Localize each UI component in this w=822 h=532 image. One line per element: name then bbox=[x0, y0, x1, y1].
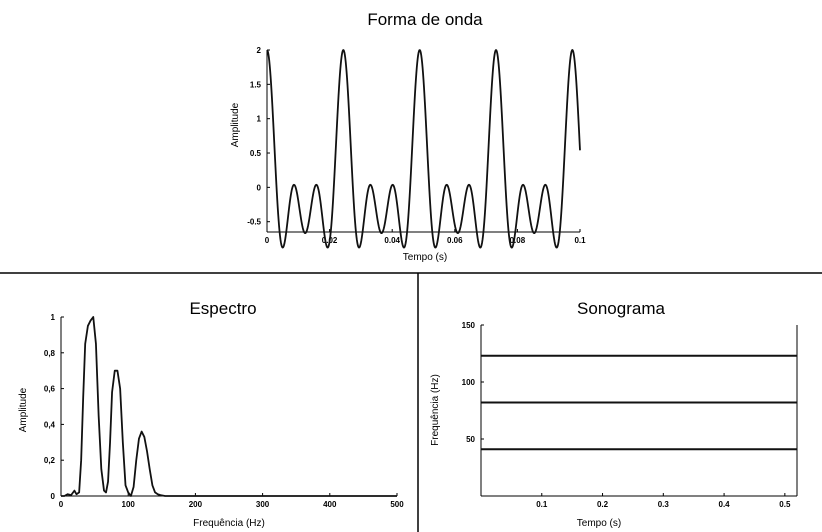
waveform-line bbox=[266, 49, 581, 249]
spectrum-title: Espectro bbox=[189, 299, 256, 318]
spectrum-xtick-label: 100 bbox=[122, 500, 136, 509]
waveform-xtick-label: 0.1 bbox=[574, 236, 586, 245]
spectrum-line bbox=[61, 316, 397, 497]
sonogram-xtick-label: 0.3 bbox=[658, 500, 670, 509]
spectrum-ytick-label: 1 bbox=[51, 313, 56, 322]
waveform-xlabel: Tempo (s) bbox=[403, 252, 447, 263]
spectrum-xtick-label: 300 bbox=[256, 500, 270, 509]
waveform-ylabel: Amplitude bbox=[230, 102, 241, 147]
waveform-ytick-label: 0 bbox=[257, 183, 262, 192]
spectrum-ytick-label: 0,2 bbox=[44, 456, 56, 465]
waveform-ytick-label: 1 bbox=[257, 115, 262, 124]
sonogram-panel: Sonograma Frequência (Hz) Tempo (s) 0.1 0… bbox=[430, 299, 798, 529]
sonogram-xtick-label: 0.2 bbox=[597, 500, 609, 509]
waveform-panel: Forma de onda Amplitude Tempo (s) 0 0.02 0… bbox=[230, 10, 586, 263]
waveform-xtick-label: 0.08 bbox=[510, 236, 526, 245]
sonogram-ytick-label: 100 bbox=[462, 378, 476, 387]
spectrum-ytick-label: 0 bbox=[51, 492, 56, 501]
sonogram-xtick-label: 0.5 bbox=[779, 500, 791, 509]
sonogram-ylabel: Frequência (Hz) bbox=[430, 374, 441, 446]
sonogram-title: Sonograma bbox=[577, 299, 665, 318]
waveform-title: Forma de onda bbox=[367, 10, 483, 29]
spectrum-panel: Espectro Amplitude Frequência (Hz) 0 100 2… bbox=[18, 299, 404, 529]
spectrum-ylabel: Amplitude bbox=[18, 387, 29, 432]
waveform-xtick-label: 0 bbox=[265, 236, 270, 245]
spectrum-xtick-label: 0 bbox=[59, 500, 64, 509]
sonogram-xtick-label: 0.4 bbox=[719, 500, 731, 509]
waveform-xtick-label: 0.04 bbox=[384, 236, 400, 245]
spectrum-xtick-label: 400 bbox=[323, 500, 337, 509]
waveform-xtick-label: 0.06 bbox=[447, 236, 463, 245]
sonogram-ytick-label: 150 bbox=[462, 321, 476, 330]
spectrum-xlabel: Frequência (Hz) bbox=[193, 518, 265, 529]
spectrum-ytick-label: 0,8 bbox=[44, 349, 56, 358]
waveform-ytick-label: 2 bbox=[257, 46, 262, 55]
waveform-ytick-label: 0.5 bbox=[250, 149, 262, 158]
sonogram-ytick-label: 50 bbox=[466, 435, 475, 444]
spectrum-ytick-label: 0,4 bbox=[44, 420, 56, 429]
spectrum-xtick-label: 500 bbox=[390, 500, 404, 509]
spectrum-ytick-label: 0,6 bbox=[44, 385, 56, 394]
sonogram-xtick-label: 0.1 bbox=[536, 500, 548, 509]
waveform-ytick-label: 1.5 bbox=[250, 80, 262, 89]
sonogram-xlabel: Tempo (s) bbox=[577, 518, 621, 529]
spectrum-xtick-label: 200 bbox=[189, 500, 203, 509]
waveform-ytick-label: -0.5 bbox=[247, 218, 261, 227]
